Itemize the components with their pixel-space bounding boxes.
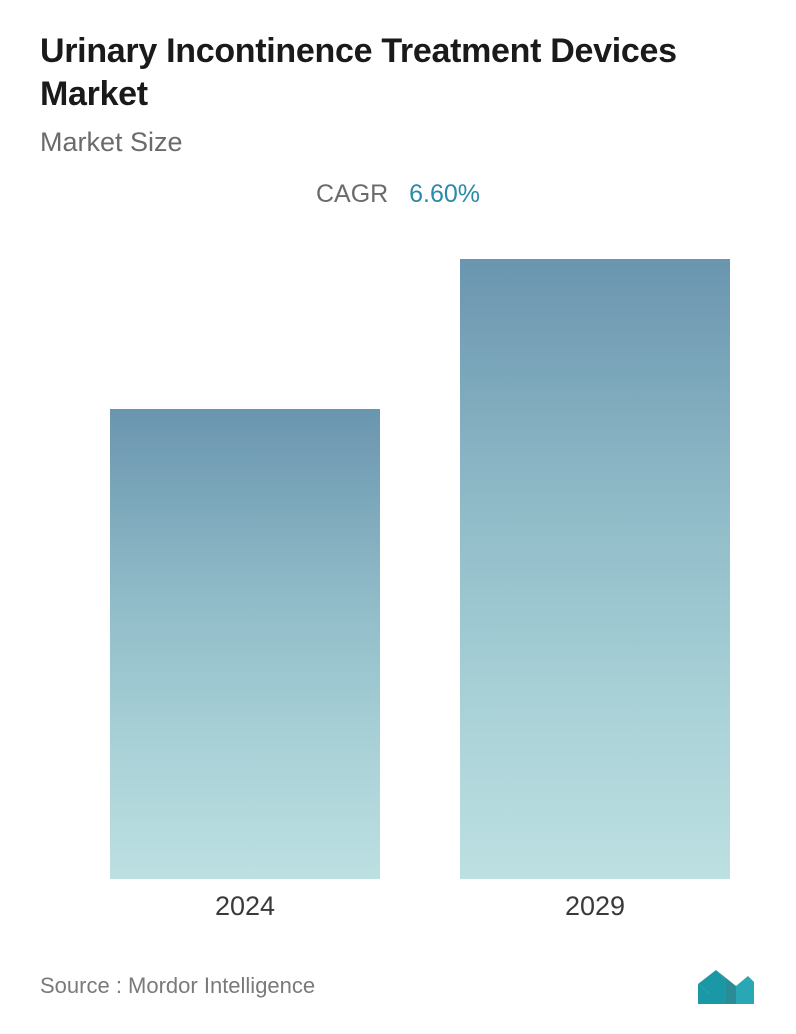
xlabel-2024: 2024: [110, 891, 380, 922]
bar-2024-shape: [110, 409, 380, 879]
chart-title: Urinary Incontinence Treatment Devices M…: [40, 30, 756, 115]
chart-subtitle: Market Size: [40, 127, 756, 158]
source-text: Source : Mordor Intelligence: [40, 973, 315, 999]
x-axis-labels: 2024 2029: [40, 891, 756, 951]
cagr-row: CAGR 6.60%: [40, 180, 756, 209]
bar-chart-area: [40, 219, 756, 879]
brand-logo-icon: [696, 966, 756, 1006]
cagr-label: CAGR: [316, 180, 388, 208]
chart-container: Urinary Incontinence Treatment Devices M…: [0, 0, 796, 1034]
xlabel-2029: 2029: [460, 891, 730, 922]
bar-2024: [110, 409, 380, 879]
bar-2029: [460, 259, 730, 879]
cagr-value: 6.60%: [409, 180, 480, 208]
chart-footer: Source : Mordor Intelligence: [40, 966, 756, 1006]
bar-2029-shape: [460, 259, 730, 879]
